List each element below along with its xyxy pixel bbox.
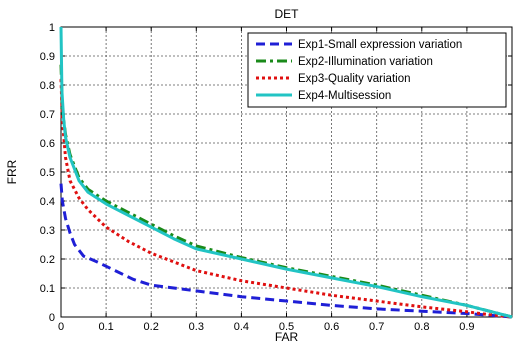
y-tick-label: 0.1 [40, 283, 55, 295]
series-line-4 [59, 26, 513, 319]
series-layer [59, 26, 513, 319]
chart-title: DET [275, 7, 300, 21]
x-tick-label: 0.1 [98, 321, 113, 333]
y-axis-label: FRR [5, 159, 19, 184]
y-tick-label: 0.6 [40, 138, 55, 150]
y-tick-label: 0.4 [40, 196, 55, 208]
legend-label-1: Exp1-Small expression variation [298, 39, 462, 51]
x-tick-label: 0.6 [324, 321, 339, 333]
series-line-3 [59, 79, 513, 319]
x-tick-label: 0.3 [189, 321, 204, 333]
y-tick-label: 0.5 [40, 167, 55, 179]
series-line-1 [59, 183, 513, 319]
x-axis-label: FAR [275, 330, 299, 344]
x-tick-label: 0.2 [144, 321, 159, 333]
x-tick-label: 0.5 [279, 321, 294, 333]
x-tick-label: 0.8 [414, 321, 429, 333]
y-tick-label: 1 [49, 22, 55, 34]
y-tick-label: 0 [49, 312, 55, 324]
axis-ticks: 0 0.1 0.2 0.3 0.4 0.5 0.6 0.7 0.8 0.9 0 0.1 0.2 0.3 0.… [40, 22, 512, 333]
y-tick-label: 0.7 [40, 109, 55, 121]
x-tick-label: 0.7 [369, 321, 384, 333]
y-tick-label: 0.9 [40, 51, 55, 63]
legend-label-2: Exp2-Illumination variation [298, 56, 433, 68]
x-tick-label: 0.9 [459, 321, 474, 333]
x-tick-label: 0 [58, 321, 64, 333]
y-tick-label: 0.2 [40, 254, 55, 266]
legend-label-4: Exp4-Multisession [298, 90, 391, 102]
y-tick-label: 0.8 [40, 80, 55, 92]
x-tick-label: 0.4 [234, 321, 249, 333]
legend-label-3: Exp3-Quality variation [298, 73, 411, 85]
y-tick-label: 0.3 [40, 225, 55, 237]
legend: Exp1-Small expression variation Exp2-Illu… [247, 32, 507, 108]
